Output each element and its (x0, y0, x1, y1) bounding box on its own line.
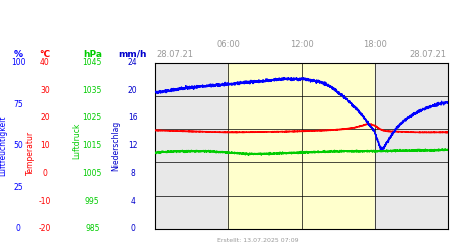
Text: Niederschlag: Niederschlag (112, 120, 121, 171)
Text: 06:00: 06:00 (216, 40, 240, 49)
Text: 28.07.21: 28.07.21 (156, 50, 193, 59)
Text: %: % (14, 50, 22, 59)
Text: 1015: 1015 (83, 141, 102, 150)
Text: 0: 0 (43, 169, 47, 178)
Text: hPa: hPa (83, 50, 102, 59)
Text: Luftdruck: Luftdruck (72, 122, 81, 159)
Text: 28.07.21: 28.07.21 (410, 50, 447, 59)
Text: -20: -20 (39, 224, 51, 233)
Text: 40: 40 (40, 58, 50, 67)
Text: °C: °C (40, 50, 50, 59)
Text: 20: 20 (40, 114, 50, 122)
Text: Temperatur: Temperatur (26, 131, 35, 175)
Text: 995: 995 (85, 196, 99, 205)
Text: 1045: 1045 (82, 58, 102, 67)
Text: 10: 10 (40, 141, 50, 150)
Text: 4: 4 (130, 196, 135, 205)
Text: 20: 20 (128, 86, 138, 95)
Text: 16: 16 (128, 114, 138, 122)
Text: 0: 0 (16, 224, 20, 233)
Text: Luftfeuchtigkeit: Luftfeuchtigkeit (0, 116, 7, 176)
Text: 1035: 1035 (82, 86, 102, 95)
Text: 12:00: 12:00 (290, 40, 313, 49)
Text: mm/h: mm/h (118, 50, 147, 59)
Text: 18:00: 18:00 (363, 40, 387, 49)
Bar (374, 62, 448, 229)
Text: 985: 985 (85, 224, 99, 233)
Text: 24: 24 (128, 58, 138, 67)
Text: 0: 0 (130, 224, 135, 233)
Text: -10: -10 (39, 196, 51, 205)
Text: 25: 25 (13, 183, 23, 192)
Text: 50: 50 (13, 141, 23, 150)
Text: 30: 30 (40, 86, 50, 95)
Text: 75: 75 (13, 100, 23, 108)
Bar (228, 62, 374, 229)
Text: 12: 12 (128, 141, 138, 150)
Bar (155, 62, 228, 229)
Text: 1005: 1005 (82, 169, 102, 178)
Text: 8: 8 (130, 169, 135, 178)
Text: 100: 100 (11, 58, 25, 67)
Text: 1025: 1025 (83, 114, 102, 122)
Text: Erstellt: 13.07.2025 07:09: Erstellt: 13.07.2025 07:09 (217, 238, 298, 242)
